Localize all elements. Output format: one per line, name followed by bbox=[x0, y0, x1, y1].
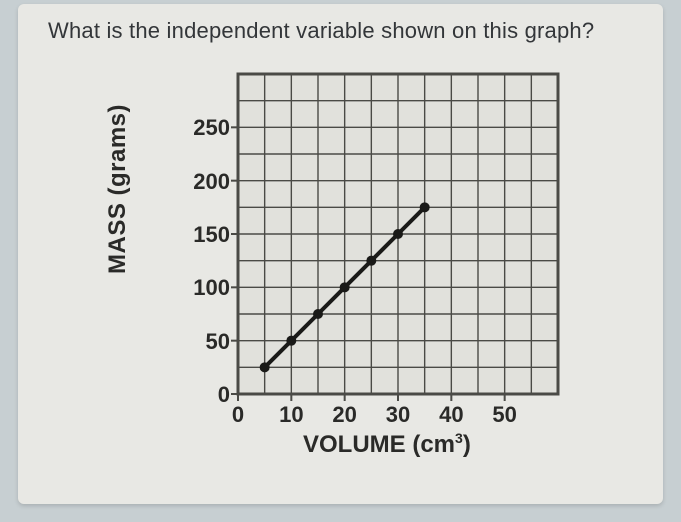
x-tick-label: 0 bbox=[218, 402, 258, 428]
question-card: What is the independent variable shown o… bbox=[18, 4, 663, 504]
question-text: What is the independent variable shown o… bbox=[48, 18, 594, 44]
x-tick-label: 10 bbox=[271, 402, 311, 428]
y-tick-label: 50 bbox=[180, 329, 230, 355]
y-tick-label: 150 bbox=[180, 222, 230, 248]
y-tick-label: 100 bbox=[180, 275, 230, 301]
y-tick-label: 200 bbox=[180, 169, 230, 195]
x-tick-label: 20 bbox=[325, 402, 365, 428]
x-axis-label: VOLUME (cm3) bbox=[303, 430, 471, 459]
x-tick-label: 30 bbox=[378, 402, 418, 428]
x-tick-label: 40 bbox=[431, 402, 471, 428]
y-axis-label: MASS (grams) bbox=[104, 104, 132, 274]
y-tick-label: 250 bbox=[180, 115, 230, 141]
chart-container: MASS (grams) 050100150200250 01020304050… bbox=[118, 64, 588, 494]
x-tick-label: 50 bbox=[485, 402, 525, 428]
